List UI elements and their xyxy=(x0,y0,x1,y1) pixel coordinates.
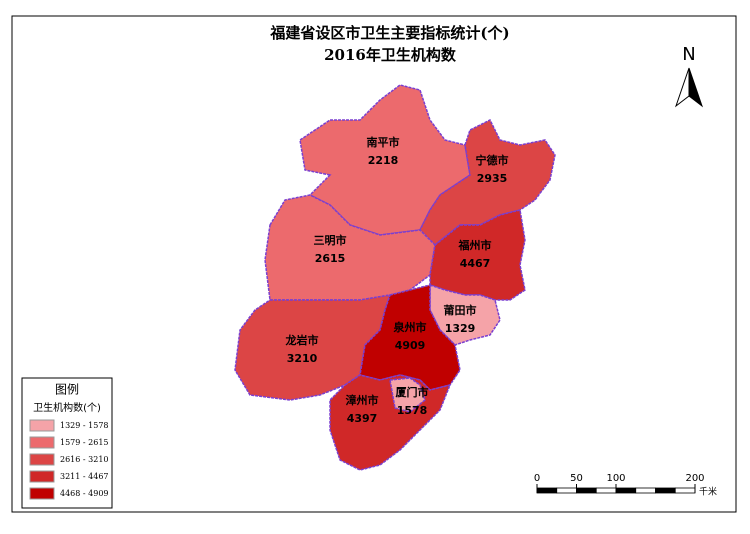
region-name: 厦门市 xyxy=(396,385,429,399)
region-value: 1578 xyxy=(397,404,428,417)
region xyxy=(429,283,501,346)
region-name: 莆田市 xyxy=(444,303,477,317)
scale-label: 0 xyxy=(534,473,540,484)
region-value: 2615 xyxy=(315,252,346,265)
region-value: 4909 xyxy=(395,339,426,352)
region-name: 宁德市 xyxy=(476,153,509,167)
legend-label: 1579 - 2615 xyxy=(60,438,109,447)
region-value: 3210 xyxy=(287,352,318,365)
scale-segment xyxy=(536,487,558,494)
scale-segment xyxy=(595,487,617,494)
scale-label: 100 xyxy=(606,473,625,484)
north-label: N xyxy=(682,44,695,65)
region-value: 4397 xyxy=(347,412,378,425)
legend-swatch xyxy=(29,487,55,500)
legend-label: 2616 - 3210 xyxy=(60,455,109,464)
legend-label: 4468 - 4909 xyxy=(60,489,109,498)
legend-subtitle: 卫生机构数(个) xyxy=(33,401,101,414)
scale-segment xyxy=(556,487,577,494)
legend-swatch xyxy=(29,436,55,449)
region-value: 1329 xyxy=(445,322,476,335)
region-name: 漳州市 xyxy=(346,393,379,407)
region-name: 三明市 xyxy=(314,233,347,247)
legend-swatch xyxy=(29,419,55,432)
north-arrow: N xyxy=(674,44,704,108)
legend-swatch xyxy=(29,453,55,466)
map-subtitle: 2016年卫生机构数 xyxy=(324,46,457,64)
region-name: 福州市 xyxy=(458,238,492,252)
scale-segment xyxy=(635,487,656,494)
scale-unit: 千米 xyxy=(699,486,717,498)
region-value: 4467 xyxy=(460,257,491,270)
region-name: 龙岩市 xyxy=(285,333,319,347)
region-name: 南平市 xyxy=(367,135,400,149)
region-value: 2935 xyxy=(477,172,508,185)
scale-segment xyxy=(576,487,597,494)
region-name: 泉州市 xyxy=(393,320,427,334)
legend-title: 图例 xyxy=(55,383,79,397)
scale-label: 50 xyxy=(570,473,583,484)
map-title: 福建省设区市卫生主要指标统计(个) xyxy=(269,24,509,42)
scale-segment xyxy=(615,487,637,494)
region xyxy=(389,377,426,413)
legend-label: 1329 - 1578 xyxy=(60,421,109,430)
legend-swatch xyxy=(29,470,55,483)
scale-segment xyxy=(655,487,676,494)
legend-label: 3211 - 4467 xyxy=(60,472,109,481)
scale-segment xyxy=(674,487,696,494)
scale-label: 200 xyxy=(685,473,704,484)
region-value: 2218 xyxy=(368,154,399,167)
